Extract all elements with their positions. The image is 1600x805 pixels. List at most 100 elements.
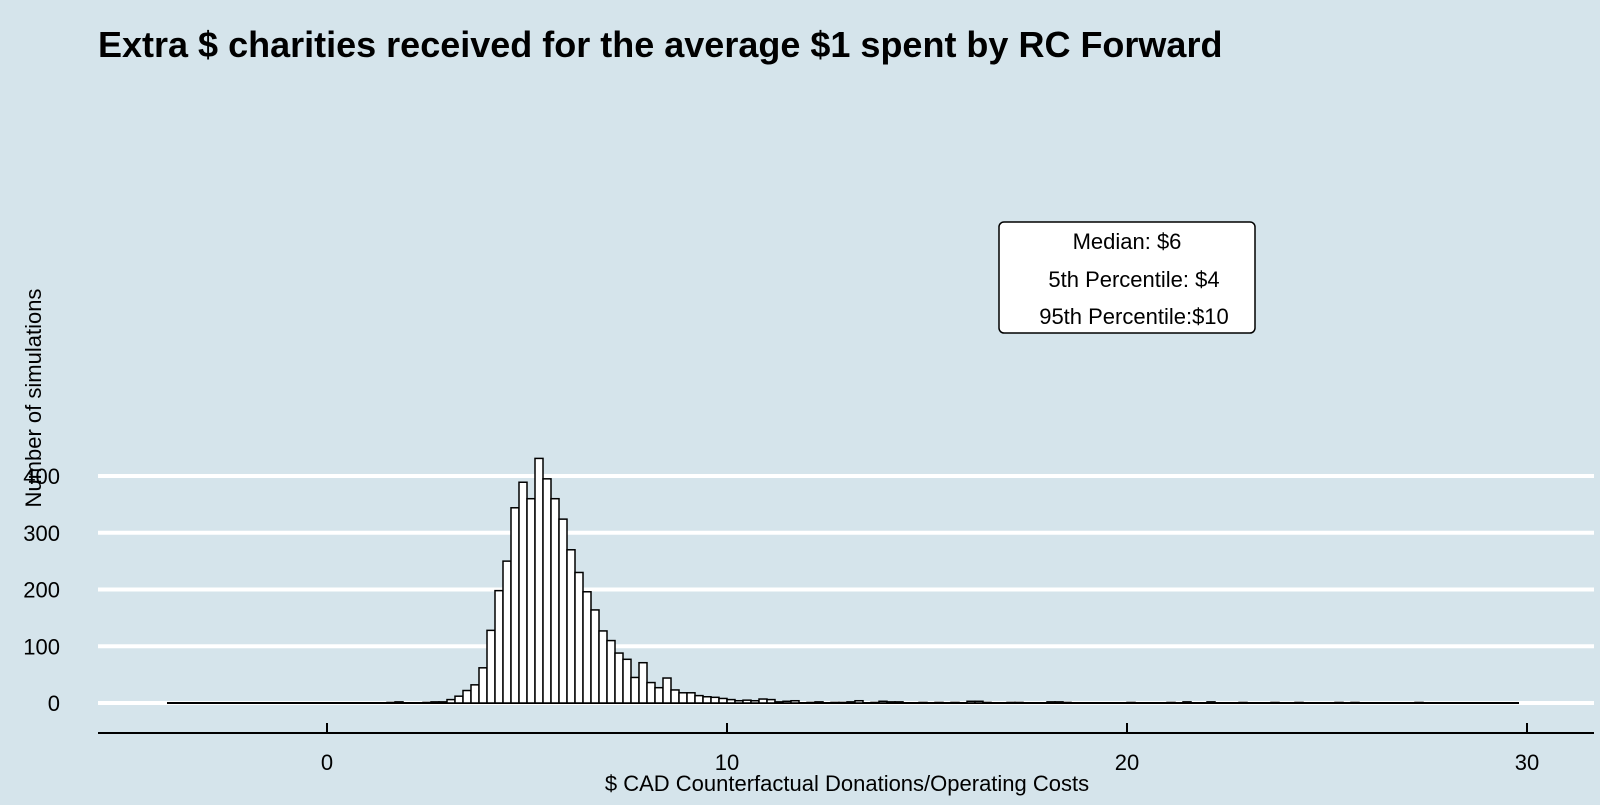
histogram-bar <box>894 701 904 704</box>
histogram-bar <box>886 701 896 704</box>
chart-title: Extra $ charities received for the avera… <box>98 24 1222 65</box>
histogram-bar <box>974 700 984 704</box>
histogram-bar <box>422 701 432 704</box>
histogram-bar <box>574 571 584 704</box>
histogram-bar <box>550 497 560 704</box>
histogram-bar <box>838 701 848 704</box>
histogram-bar <box>694 694 704 704</box>
x-tick-label: 10 <box>715 750 739 775</box>
histogram-bar <box>918 701 928 704</box>
histogram-bar <box>934 701 944 704</box>
histogram-bar <box>566 549 576 704</box>
histogram-bar <box>446 698 456 704</box>
histogram-bar <box>878 700 888 704</box>
histogram-bar <box>734 699 744 704</box>
histogram-bar <box>430 701 440 704</box>
histogram-bar <box>654 686 664 704</box>
p95-label: 95th Percentile:$10 <box>1039 304 1229 329</box>
histogram-bar <box>774 701 784 704</box>
histogram-bar <box>630 676 640 704</box>
y-tick-label: 300 <box>23 521 60 546</box>
histogram-bar <box>542 478 552 704</box>
histogram-bar <box>758 698 768 704</box>
histogram-bar <box>870 701 880 704</box>
histogram-bar <box>814 701 824 704</box>
histogram-bar <box>710 696 720 704</box>
histogram-bar <box>1062 701 1072 704</box>
stats-annotation: Median: $6 5th Percentile: $4 95th Perce… <box>998 221 1256 334</box>
histogram-bar <box>1014 701 1024 704</box>
histogram-bar <box>1350 701 1360 704</box>
histogram-bars <box>167 457 1519 704</box>
histogram-bar <box>518 481 528 704</box>
histogram-bar <box>1294 701 1304 704</box>
histogram-bar <box>622 658 632 704</box>
histogram-bar <box>982 701 992 704</box>
x-tick-label: 20 <box>1115 750 1139 775</box>
histogram-bar <box>454 695 464 704</box>
y-axis-label: Number of simulations <box>21 289 46 508</box>
histogram-bar <box>478 667 488 704</box>
histogram-bar <box>590 609 600 704</box>
histogram-bar <box>718 697 728 704</box>
histogram-bar <box>386 701 396 704</box>
histogram-bar <box>1182 701 1192 704</box>
histogram-bar <box>670 689 680 704</box>
x-tick-label: 0 <box>321 750 333 775</box>
histogram-bar <box>494 589 504 704</box>
y-tick-label: 0 <box>48 691 60 716</box>
histogram-bar <box>394 701 404 704</box>
histogram-bar <box>790 699 800 704</box>
histogram-bar <box>678 692 688 704</box>
y-tick-label: 400 <box>23 464 60 489</box>
histogram-bar <box>766 698 776 704</box>
y-tick-label: 100 <box>23 634 60 659</box>
y-axis-ticks: 0 100 200 300 400 <box>23 464 60 716</box>
median-label: Median: $6 <box>1073 229 1182 254</box>
histogram-bar <box>1334 701 1344 704</box>
histogram-bar <box>806 701 816 704</box>
x-axis-label: $ CAD Counterfactual Donations/Operating… <box>605 771 1089 796</box>
histogram-bar <box>686 692 696 704</box>
x-axis: 0 10 20 30 <box>98 723 1594 775</box>
histogram-bar <box>1166 701 1176 704</box>
histogram-bar <box>1238 701 1248 704</box>
histogram-bar <box>1006 701 1016 704</box>
histogram-bar <box>582 591 592 704</box>
histogram-bar <box>830 701 840 704</box>
histogram-bar <box>470 684 480 704</box>
histogram-bar <box>526 497 536 704</box>
histogram-bar <box>950 701 960 704</box>
histogram-bar <box>1054 701 1064 704</box>
histogram-bar <box>502 560 512 704</box>
histogram-bar <box>966 700 976 704</box>
grid-lines <box>98 474 1594 705</box>
histogram-bar <box>1414 701 1424 704</box>
histogram-bar <box>462 689 472 704</box>
y-tick-label: 200 <box>23 578 60 603</box>
histogram-bar <box>606 639 616 704</box>
histogram-bar <box>598 630 608 704</box>
histogram-bar <box>646 681 656 704</box>
histogram-bar <box>558 518 568 704</box>
histogram-bar <box>782 700 792 704</box>
p5-label: 5th Percentile: $4 <box>1048 267 1219 292</box>
histogram-bar <box>750 699 760 704</box>
histogram-bar <box>1046 701 1056 704</box>
histogram-bar <box>1270 701 1280 704</box>
histogram-bar <box>662 677 672 704</box>
histogram-bar <box>438 701 448 704</box>
histogram-bar <box>846 701 856 704</box>
histogram-bar <box>614 652 624 704</box>
histogram-bar <box>1126 701 1136 704</box>
histogram-bar <box>702 696 712 704</box>
histogram-bar <box>638 661 648 704</box>
histogram-bar <box>486 629 496 704</box>
histogram-bar <box>854 699 864 704</box>
histogram-bar <box>742 699 752 704</box>
histogram-bar <box>510 507 520 704</box>
histogram-bar <box>534 457 544 704</box>
x-tick-label: 30 <box>1515 750 1539 775</box>
stats-annotation-box <box>998 221 1256 334</box>
